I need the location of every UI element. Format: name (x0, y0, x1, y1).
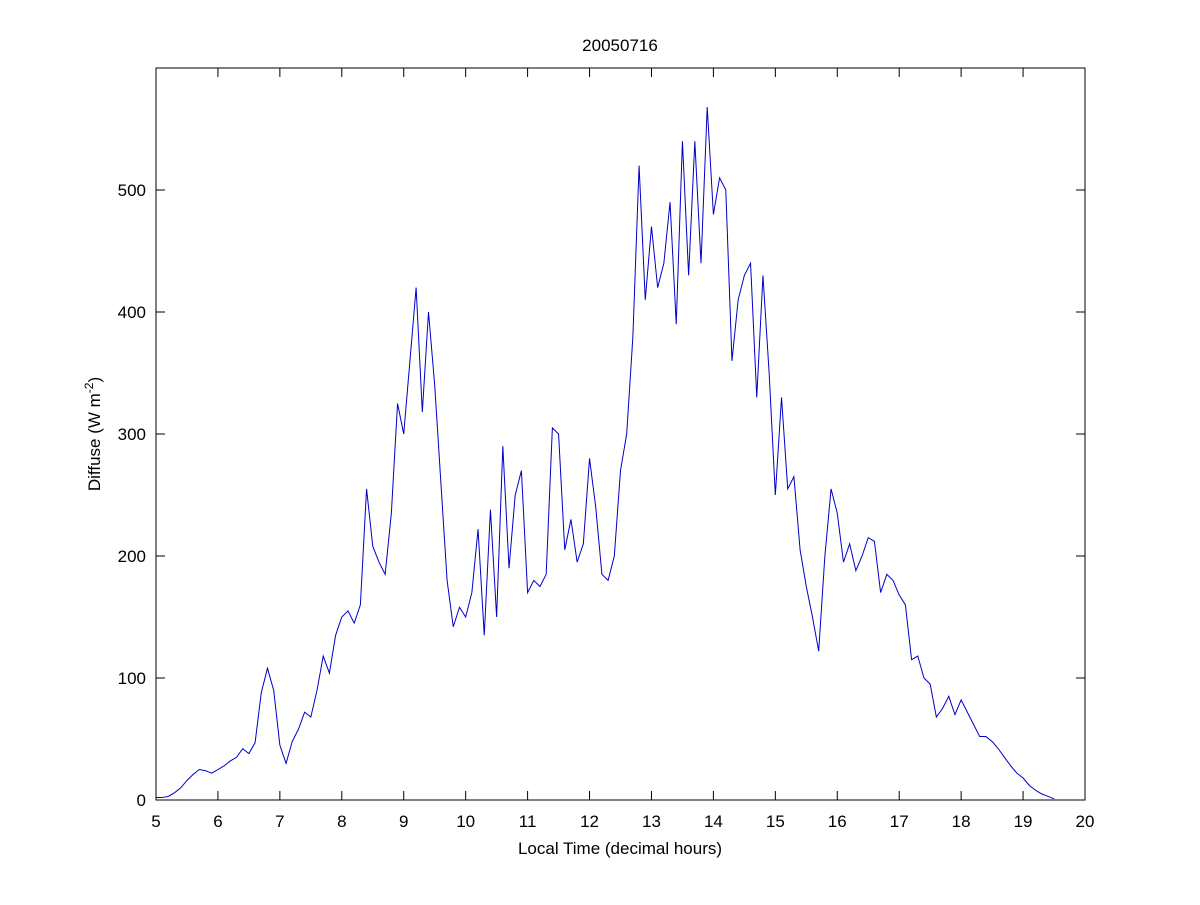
x-tick-label: 20 (1076, 812, 1095, 831)
x-tick-label: 19 (1014, 812, 1033, 831)
y-tick-label: 100 (118, 669, 146, 688)
y-label-text: Diffuse (W m (85, 393, 104, 491)
chart-title: 20050716 (582, 36, 658, 55)
plot-area (155, 67, 1086, 801)
x-axis-label: Local Time (decimal hours) (518, 839, 722, 858)
y-axis-label: Diffuse (W m-2) (82, 377, 104, 491)
y-tick-label: 200 (118, 547, 146, 566)
x-tick-label: 7 (275, 812, 284, 831)
y-label-sup: -2 (82, 382, 96, 393)
x-tick-label: 16 (828, 812, 847, 831)
x-tick-label: 6 (213, 812, 222, 831)
y-tick-label: 500 (118, 181, 146, 200)
x-tick-label: 10 (456, 812, 475, 831)
x-tick-label: 12 (580, 812, 599, 831)
y-label-end: ) (85, 377, 104, 383)
x-tick-label: 15 (766, 812, 785, 831)
x-tick-label: 14 (704, 812, 723, 831)
x-tick-label: 17 (890, 812, 909, 831)
data-line (156, 107, 1055, 800)
x-tick-label: 9 (399, 812, 408, 831)
x-tick-label: 5 (151, 812, 160, 831)
y-tick-label: 0 (137, 791, 146, 810)
y-tick-label: 300 (118, 425, 146, 444)
x-tick-label: 18 (952, 812, 971, 831)
y-tick-label: 400 (118, 303, 146, 322)
x-tick-label: 8 (337, 812, 346, 831)
x-tick-label: 13 (642, 812, 661, 831)
x-tick-label: 11 (519, 812, 537, 831)
